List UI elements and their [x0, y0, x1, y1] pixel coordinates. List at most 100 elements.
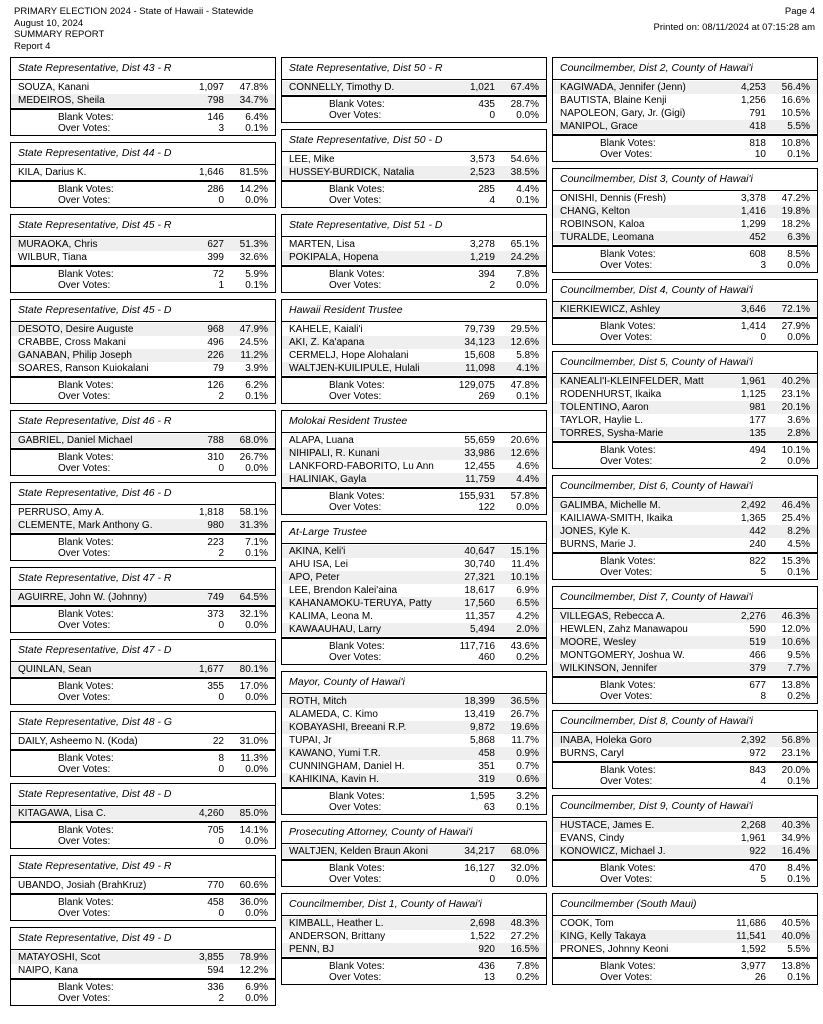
- summary-votes: 0: [218, 462, 224, 474]
- candidate-votes: 1,219: [469, 252, 495, 263]
- over-votes-row: Over Votes: 0 0.0%: [11, 836, 275, 847]
- summary-votes: 0: [760, 331, 766, 343]
- contest-title: Councilmember, Dist 7, County of Hawai'i: [553, 587, 817, 609]
- candidate-pct: 47.9%: [239, 324, 268, 335]
- summary-pct: 8.5%: [787, 248, 810, 260]
- summary-votes: 13: [483, 971, 495, 983]
- summary-votes: 63: [483, 801, 495, 813]
- summary-votes: 705: [207, 824, 224, 836]
- candidate-votes: 920: [478, 944, 495, 955]
- candidate-votes: 1,299: [740, 219, 766, 230]
- summary-pct: 0.1%: [787, 775, 810, 787]
- contest-title: Councilmember, Dist 8, County of Hawai'i: [553, 711, 817, 733]
- summary-section: Blank Votes: 336 6.9% Over Votes: 2 0.0%: [11, 978, 275, 1005]
- summary-label: Over Votes:: [600, 775, 653, 787]
- candidate-votes: 18,617: [464, 585, 495, 596]
- over-votes-row: Over Votes: 0 0.0%: [282, 874, 546, 885]
- over-votes-row: Over Votes: 1 0.1%: [11, 280, 275, 291]
- candidate-votes: 1,097: [198, 82, 224, 93]
- candidate-row: WILKINSON, Jennifer 379 7.7%: [553, 662, 817, 675]
- candidate-votes: 27,321: [464, 572, 495, 583]
- blank-votes-row: Blank Votes: 818 10.8%: [553, 138, 817, 149]
- candidate-name: ALAMEDA, C. Kimo: [289, 709, 378, 720]
- summary-votes: 843: [749, 764, 766, 776]
- summary-section: Blank Votes: 494 10.1% Over Votes: 2 0.0%: [553, 441, 817, 468]
- candidate-rows: KANEALI'I-KLEINFELDER, Matt 1,961 40.2% ROD…: [553, 374, 817, 441]
- summary-pct: 26.7%: [239, 451, 268, 463]
- contest-title: Councilmember, Dist 9, County of Hawai'i: [553, 796, 817, 818]
- summary-votes: 16,127: [464, 862, 495, 874]
- candidate-name: PENN, BJ: [289, 944, 335, 955]
- over-votes-row: Over Votes: 2 0.0%: [282, 280, 546, 291]
- summary-pct: 8.4%: [787, 862, 810, 874]
- summary-section: Blank Votes: 394 7.8% Over Votes: 2 0.0%: [282, 265, 546, 292]
- summary-votes: 0: [489, 109, 495, 121]
- candidate-row: KAHANAMOKU-TERUYA, Patty 17,560 6.5%: [282, 597, 546, 610]
- summary-label: Over Votes:: [58, 691, 111, 703]
- summary-pct: 0.0%: [516, 501, 539, 513]
- over-votes-row: Over Votes: 5 0.1%: [553, 567, 817, 578]
- over-votes-row: Over Votes: 63 0.1%: [282, 802, 546, 813]
- summary-section: Blank Votes: 285 4.4% Over Votes: 4 0.1%: [282, 180, 546, 207]
- over-votes-row: Over Votes: 13 0.2%: [282, 972, 546, 983]
- candidate-name: MARTEN, Lisa: [289, 239, 355, 250]
- summary-votes: 818: [749, 137, 766, 149]
- summary-label: Blank Votes:: [329, 98, 385, 110]
- summary-label: Over Votes:: [329, 390, 382, 402]
- candidate-pct: 16.6%: [781, 95, 810, 106]
- summary-pct: 7.8%: [516, 960, 539, 972]
- candidate-row: CHANG, Kelton 1,416 19.8%: [553, 205, 817, 218]
- candidate-votes: 11,541: [736, 931, 766, 942]
- candidate-pct: 26.7%: [510, 709, 539, 720]
- candidate-row: HEWLEN, Zahz Manawapou 590 12.0%: [553, 623, 817, 636]
- candidate-votes: 590: [749, 624, 766, 635]
- candidate-votes: 1,646: [198, 167, 224, 178]
- contest-table: Councilmember, Dist 4, County of Hawai'i…: [552, 279, 818, 345]
- contest-table: State Representative, Dist 50 - R CONNELL…: [281, 57, 547, 123]
- candidate-votes: 11,357: [465, 611, 495, 622]
- candidate-pct: 46.4%: [781, 500, 810, 511]
- summary-pct: 3.2%: [516, 790, 539, 802]
- summary-pct: 0.0%: [245, 992, 268, 1004]
- summary-label: Over Votes:: [58, 194, 111, 206]
- candidate-row: KAHELE, Kaiali'i 79,739 29.5%: [282, 323, 546, 336]
- candidate-name: CRABBE, Cross Makani: [18, 337, 126, 348]
- candidate-votes: 788: [207, 435, 224, 446]
- candidate-name: AKI, Z. Ka'apana: [289, 337, 365, 348]
- candidate-pct: 34.7%: [239, 95, 268, 106]
- contest-title: State Representative, Dist 44 - D: [11, 143, 275, 165]
- candidate-name: DESOTO, Desire Auguste: [18, 324, 134, 335]
- candidate-votes: 22: [212, 736, 224, 747]
- candidate-pct: 12.2%: [239, 965, 268, 976]
- candidate-row: HUSSEY-BURDICK, Natalia 2,523 38.5%: [282, 166, 546, 179]
- candidate-votes: 1,961: [740, 376, 766, 387]
- summary-votes: 146: [207, 111, 224, 123]
- candidate-votes: 418: [749, 121, 766, 132]
- summary-pct: 13.8%: [781, 679, 810, 691]
- candidate-row: KAILIAWA-SMITH, Ikaika 1,365 25.4%: [553, 512, 817, 525]
- over-votes-row: Over Votes: 0 0.0%: [553, 332, 817, 343]
- candidate-rows: KAGIWADA, Jennifer (Jenn) 4,253 56.4% BAUTI…: [553, 80, 817, 134]
- candidate-name: BURNS, Marie J.: [560, 539, 637, 550]
- summary-pct: 7.8%: [516, 268, 539, 280]
- summary-votes: 373: [207, 608, 224, 620]
- candidate-rows: WALTJEN, Kelden Braun Akoni 34,217 68.0%: [282, 844, 546, 859]
- summary-pct: 28.7%: [510, 98, 539, 110]
- over-votes-row: Over Votes: 3 0.0%: [553, 260, 817, 271]
- candidate-row: AGUIRRE, John W. (Johnny) 749 64.5%: [11, 591, 275, 604]
- summary-votes: 223: [207, 536, 224, 548]
- candidate-votes: 3,646: [740, 304, 766, 315]
- summary-pct: 0.1%: [516, 801, 539, 813]
- blank-votes-row: Blank Votes: 146 6.4%: [11, 112, 275, 123]
- candidate-pct: 16.4%: [781, 846, 810, 857]
- candidate-pct: 46.3%: [781, 611, 810, 622]
- candidate-name: LANKFORD-FABORITO, Lu Ann: [289, 461, 434, 472]
- candidate-name: UBANDO, Josiah (BrahKruz): [18, 880, 147, 891]
- candidate-votes: 5,868: [469, 735, 495, 746]
- summary-votes: 4: [760, 775, 766, 787]
- candidate-name: PRONES, Johnny Keoni: [560, 944, 669, 955]
- summary-votes: 0: [218, 619, 224, 631]
- candidate-pct: 56.8%: [781, 735, 810, 746]
- summary-label: Over Votes:: [58, 547, 111, 559]
- candidate-row: KONOWICZ, Michael J. 922 16.4%: [553, 845, 817, 858]
